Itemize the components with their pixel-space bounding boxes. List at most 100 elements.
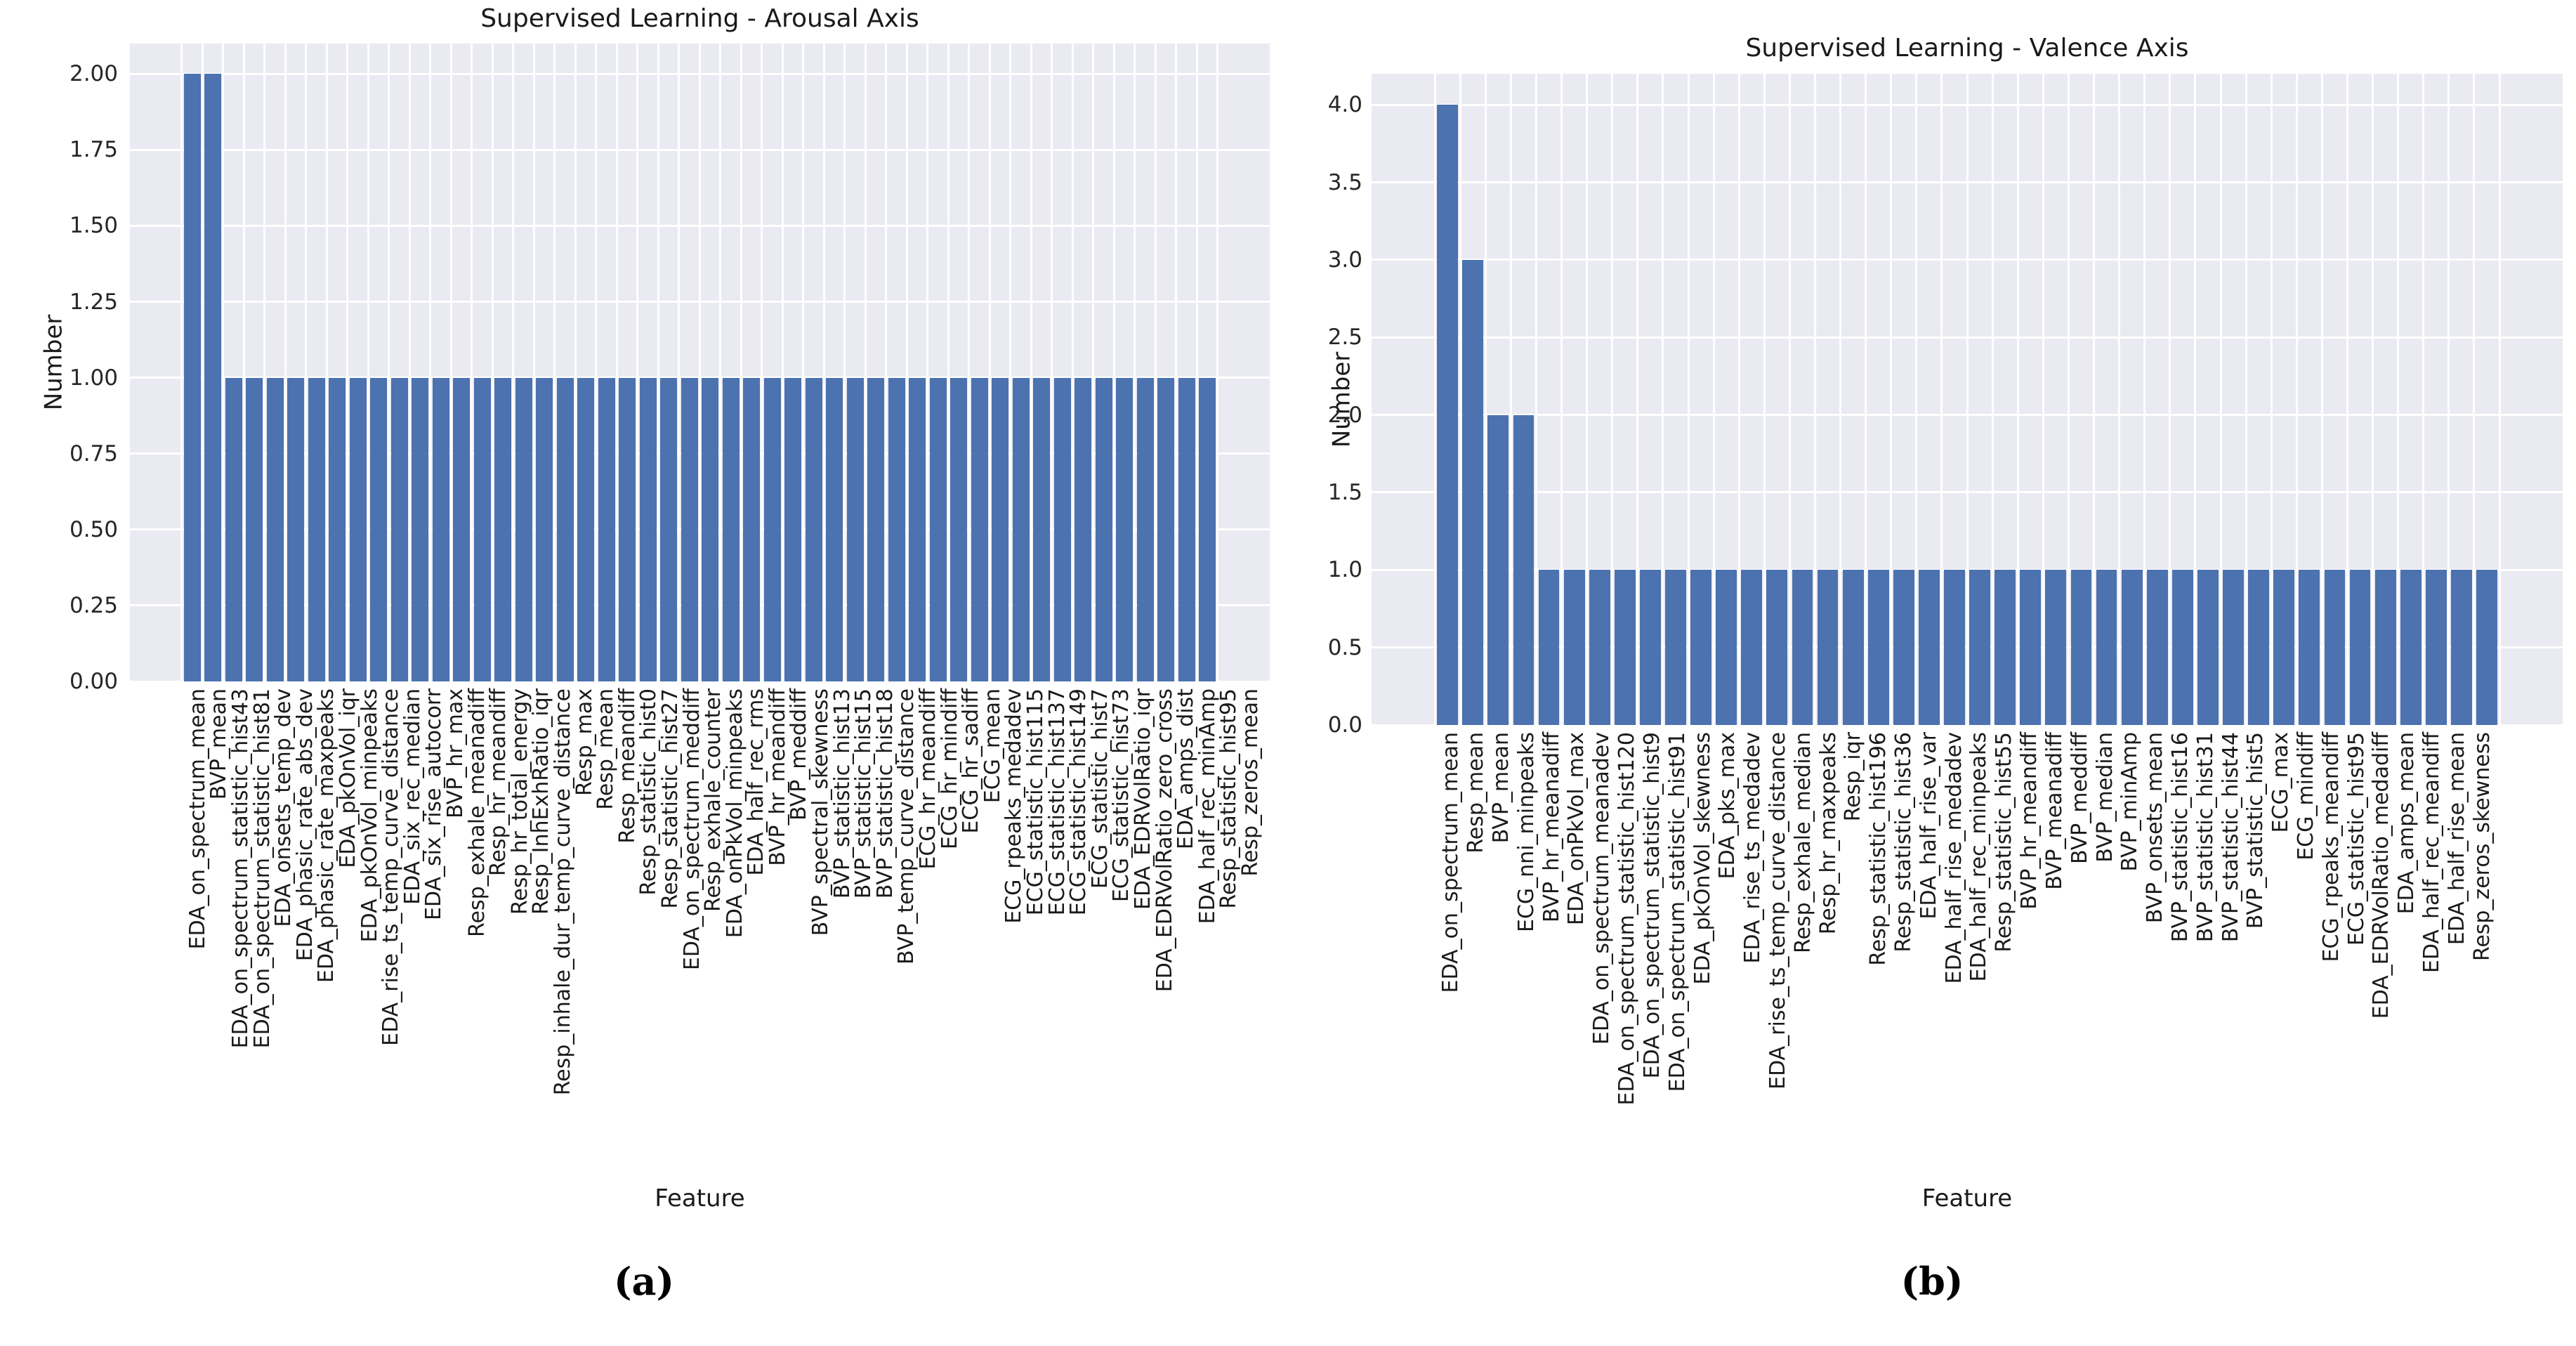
x-tick-label: EDA_rise_ts_temp_curve_distance — [1765, 732, 1790, 1090]
bar-slot — [1788, 74, 1814, 725]
bar-slot — [678, 44, 699, 681]
x-tick-label: ECG_nni_minpeaks — [1513, 732, 1539, 932]
bar-slot — [1636, 74, 1662, 725]
bar-slot — [968, 44, 989, 681]
x-tick-slot: Resp_exhale_meanadiff — [465, 688, 489, 1180]
x-tick-label: ECG_statistic_hist137 — [1044, 688, 1070, 916]
x-tick-label: Resp_InhExhRatio_iqr — [529, 688, 554, 915]
gridline — [130, 680, 1270, 683]
bar — [1136, 377, 1154, 681]
bar-slot — [1154, 44, 1176, 681]
x-tick-label: Resp_iqr — [1841, 732, 1866, 822]
x-tick-label: Resp_inhale_dur_temp_curve_distance — [550, 688, 575, 1096]
bar — [888, 377, 905, 681]
bar — [950, 377, 968, 681]
x-tick-slot: ECG_mindiff — [2294, 732, 2319, 1182]
bar — [992, 377, 1009, 681]
x-tick-slot: Resp_hr_meandiff — [486, 688, 511, 1180]
x-tick-label: EDA_half_rise_mean — [2444, 732, 2469, 946]
x-tick-slot: EDA_half_rec_minpeaks — [1966, 732, 1992, 1182]
bar — [598, 377, 615, 681]
bar — [1893, 570, 1914, 725]
bar-slot — [885, 44, 906, 681]
x-tick-slot: BVP_statistic_hist44 — [2219, 732, 2244, 1182]
chart-title-arousal: Supervised Learning - Arousal Axis — [480, 4, 919, 33]
panel-caption-a: (a) — [613, 1259, 675, 1304]
bar — [308, 377, 325, 681]
x-tick-label: BVP_statistic_hist13 — [829, 688, 855, 899]
bar-slot — [2067, 74, 2093, 725]
y-tick-label: 2.5 — [1327, 325, 1362, 351]
bar-slot — [2270, 74, 2296, 725]
x-tick-label: BVP_hr_meandiff — [765, 688, 790, 866]
bar — [2096, 570, 2117, 725]
bar-slot — [574, 44, 596, 681]
bar — [390, 377, 408, 681]
bar — [681, 377, 698, 681]
bar — [784, 377, 802, 681]
bar — [2450, 570, 2472, 725]
x-tick-label: Resp_zeros_skewness — [2469, 732, 2495, 962]
x-tick-label: EDA_half_rise_medadev — [1941, 732, 1966, 984]
bar — [2273, 570, 2295, 725]
bar — [826, 377, 843, 681]
x-tick-slot: Resp_zeros_mean — [1238, 688, 1263, 1180]
x-tick-slot: EDA_amps_mean — [2394, 732, 2420, 1182]
bar-slot — [905, 44, 927, 681]
bar-slot — [1940, 74, 1966, 725]
x-tick-slot: BVP_statistic_hist16 — [2168, 732, 2193, 1182]
bar-slot — [988, 44, 1010, 681]
x-tick-label: Resp_hr_maxpeaks — [1815, 732, 1841, 935]
x-tick-label: EDA_amps_mean — [2394, 732, 2419, 915]
bar — [556, 377, 574, 681]
x-tick-slot: Resp_max — [572, 688, 597, 1180]
y-tick-label: 3.0 — [1327, 247, 1362, 273]
bar — [660, 377, 678, 681]
x-tick-slot: EDA_rise_ts_medadev — [1740, 732, 1766, 1182]
x-tick-label: EDA_rise_ts_temp_curve_distance — [379, 688, 404, 1046]
bar — [867, 377, 885, 681]
x-tick-label: BVP_statistic_hist15 — [851, 688, 876, 899]
x-tick-label: ECG_mindiff — [2294, 732, 2319, 861]
bar-slot — [242, 44, 264, 681]
x-tick-label: EDA_on_spectrum_meanadev — [1589, 732, 1615, 1045]
bar-slot — [449, 44, 471, 681]
x-tick-label: ECG_statistic_hist149 — [1066, 688, 1091, 916]
x-tick-slot: EDA_half_rise_medadev — [1942, 732, 1967, 1182]
x-tick-label: EDA_pkOnVol_skewness — [1690, 732, 1715, 985]
x-tick-label: ECG_statistic_hist7 — [1087, 688, 1112, 889]
gridline — [1372, 724, 2563, 726]
bar-slot — [1484, 74, 1510, 725]
bar-slot — [2422, 74, 2447, 725]
bar-slot — [1586, 74, 1611, 725]
bar — [1867, 570, 1889, 725]
x-tick-label: BVP_mean — [206, 688, 232, 800]
bar-slot — [1737, 74, 1763, 725]
x-tick-slot: BVP_spectral_skewness — [808, 688, 833, 1180]
bar — [2400, 570, 2421, 725]
bar-slot — [1991, 74, 2017, 725]
x-tick-label: EDA_on_spectrum_statistic_hist120 — [1615, 732, 1640, 1106]
bar-slot — [284, 44, 305, 681]
bar-slot — [843, 44, 865, 681]
bar-slot — [263, 44, 284, 681]
x-tick-slot: Resp_hr_total_energy — [508, 688, 532, 1180]
x-tick-label: BVP_temp_curve_distance — [894, 688, 919, 965]
x-tick-slot: EDA_on_spectrum_mean — [1438, 732, 1464, 1182]
bar-slot — [2473, 74, 2501, 725]
x-tick-slot: EDA_half_rise_var — [1917, 732, 1942, 1182]
x-tick-label: EDA_half_rec_minpeaks — [1966, 732, 1992, 982]
x-tick-label: BVP_statistic_hist5 — [2243, 732, 2268, 929]
x-tick-label: EDA_onPkVol_max — [1564, 732, 1589, 926]
bar-slot — [947, 44, 968, 681]
bar-slot — [1051, 44, 1072, 681]
bar — [1665, 570, 1686, 725]
x-tick-label: EDA_on_spectrum_statistic_hist43 — [228, 688, 254, 1049]
bar-slot — [1687, 74, 1713, 725]
x-tick-label: BVP_onsets_mean — [2143, 732, 2168, 924]
bar-slot — [615, 44, 637, 681]
bar-slot — [491, 44, 513, 681]
bar — [204, 74, 222, 681]
bar — [1513, 414, 1535, 725]
